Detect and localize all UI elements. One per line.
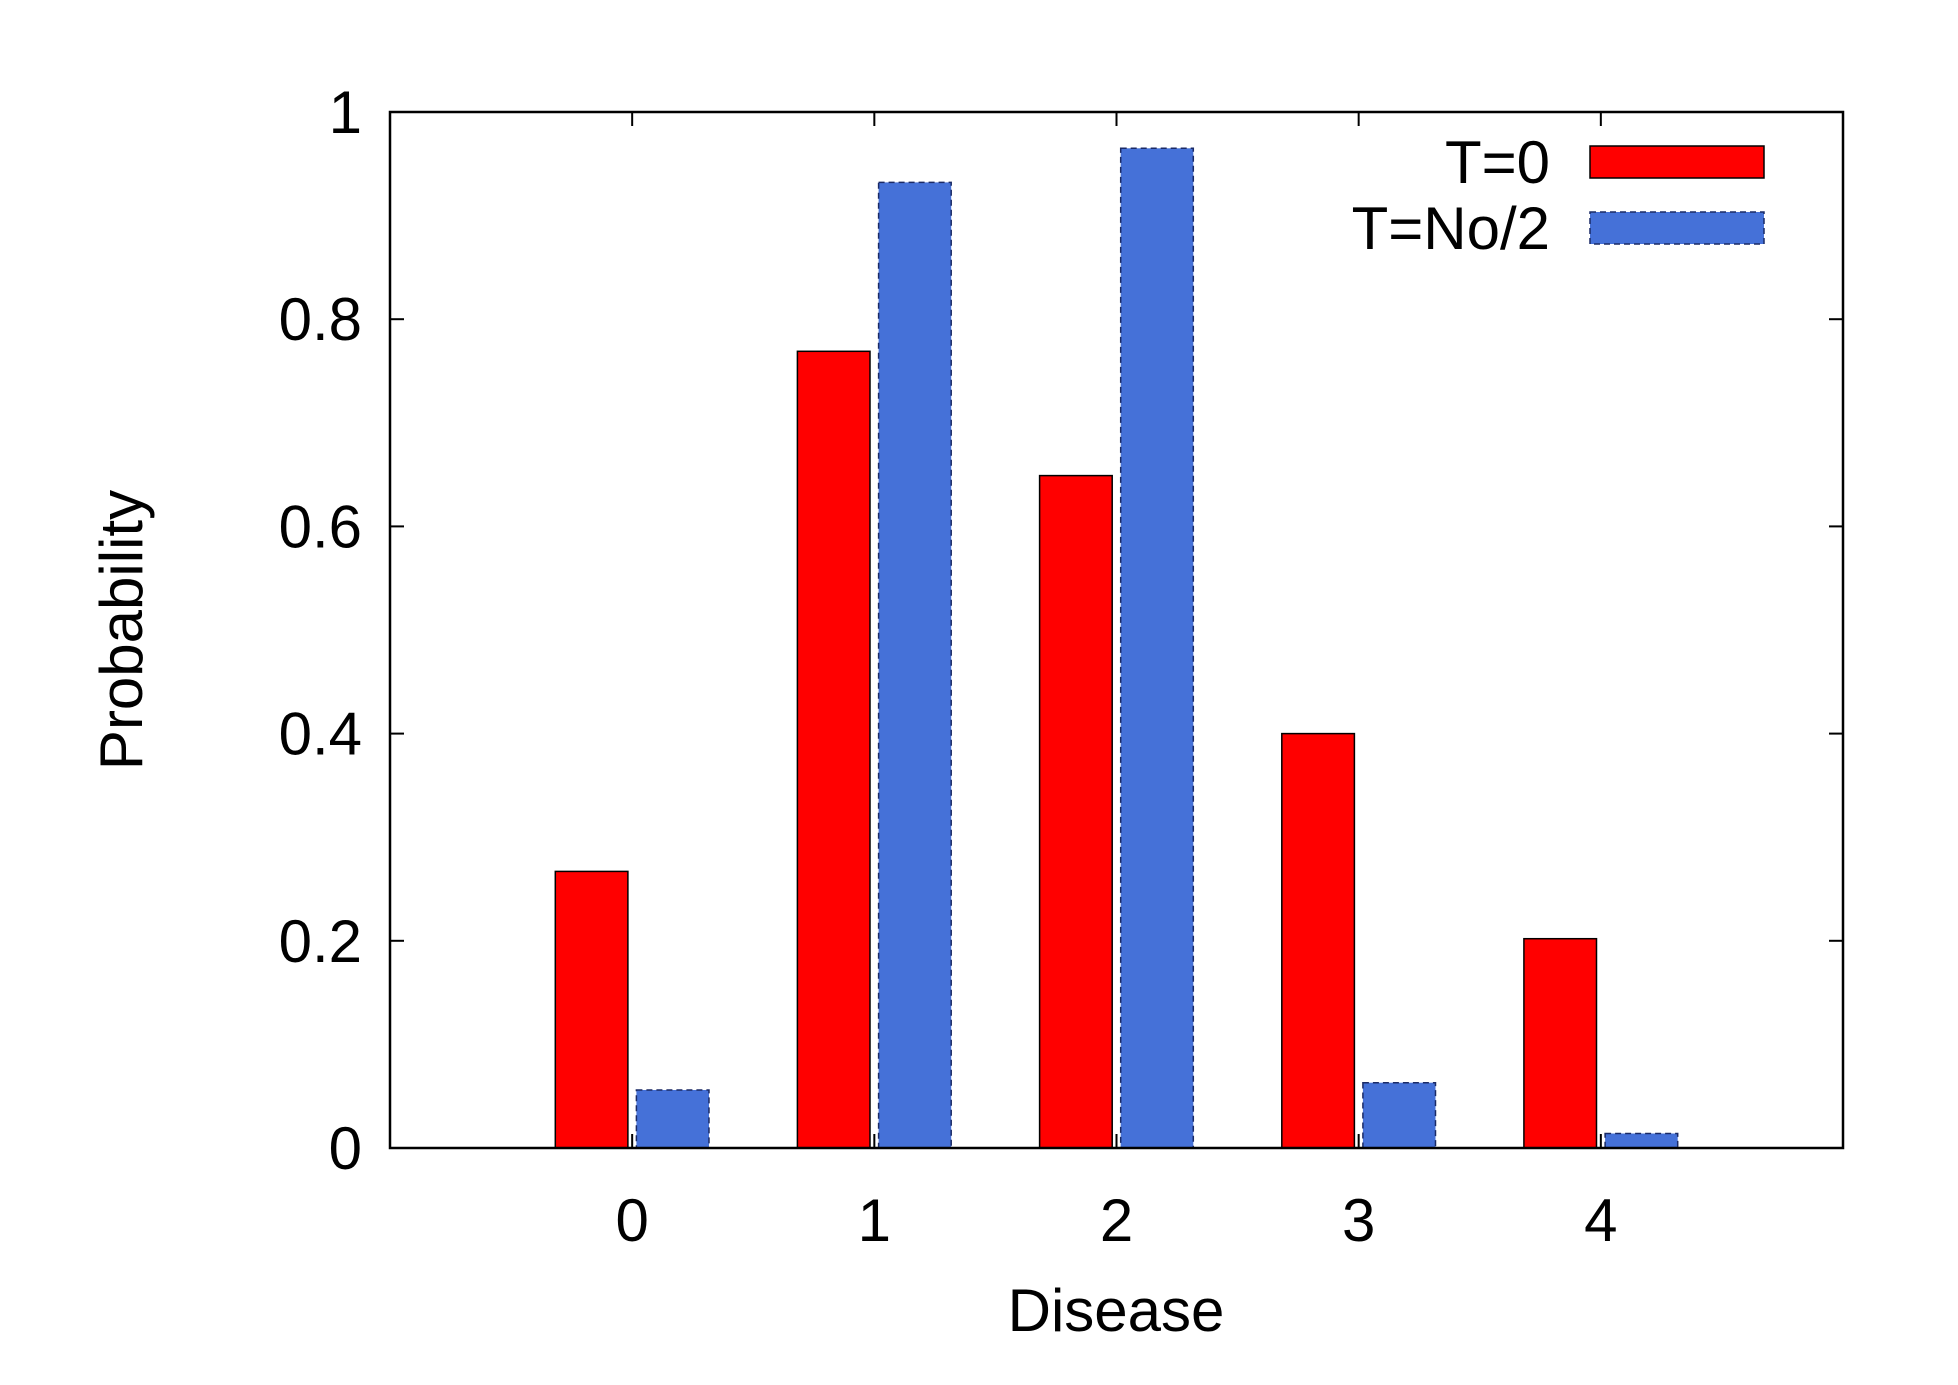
x-axis-title: Disease [1008,1277,1225,1344]
y-tick-label-0.6: 0.6 [279,493,362,560]
bar-t-0-cat-3 [1281,732,1356,1149]
bar-t-0-cat-4 [1523,937,1598,1149]
legend-swatch-t-no-2 [1589,211,1765,245]
y-tick-label-0.4: 0.4 [279,701,362,768]
y-tick-label-0: 0 [329,1115,362,1182]
legend-label-t-0: T=0 [1445,129,1550,196]
y-tick-label-0.8: 0.8 [279,286,362,353]
bar-t-0-cat-2 [1038,474,1113,1149]
legend-swatch-t-0 [1589,145,1765,179]
ticks-layer: 0 0.2 0.4 0.6 0.8 1 0 1 2 3 4 [279,79,1843,1254]
bar-t-no-2-cat-1 [877,181,952,1149]
legend: T=0T=No/2 [1352,129,1765,262]
x-tick-label-3: 3 [1342,1187,1375,1254]
x-tick-label-0: 0 [615,1187,648,1254]
x-tick-label-1: 1 [858,1187,891,1254]
y-axis-title: Probability [88,490,155,770]
x-tick-label-4: 4 [1584,1187,1617,1254]
bar-t-no-2-cat-3 [1362,1081,1437,1149]
bars-layer [554,147,1679,1149]
bar-t-0-cat-0 [554,870,629,1149]
bar-t-0-cat-1 [796,350,871,1149]
y-tick-label-1: 1 [329,79,362,146]
x-tick-label-2: 2 [1100,1187,1133,1254]
bar-t-no-2-cat-4 [1604,1132,1679,1149]
legend-label-t-no-2: T=No/2 [1352,195,1550,262]
bar-t-no-2-cat-0 [635,1089,710,1149]
bar-t-no-2-cat-2 [1119,147,1195,1149]
y-tick-label-0.2: 0.2 [279,908,362,975]
